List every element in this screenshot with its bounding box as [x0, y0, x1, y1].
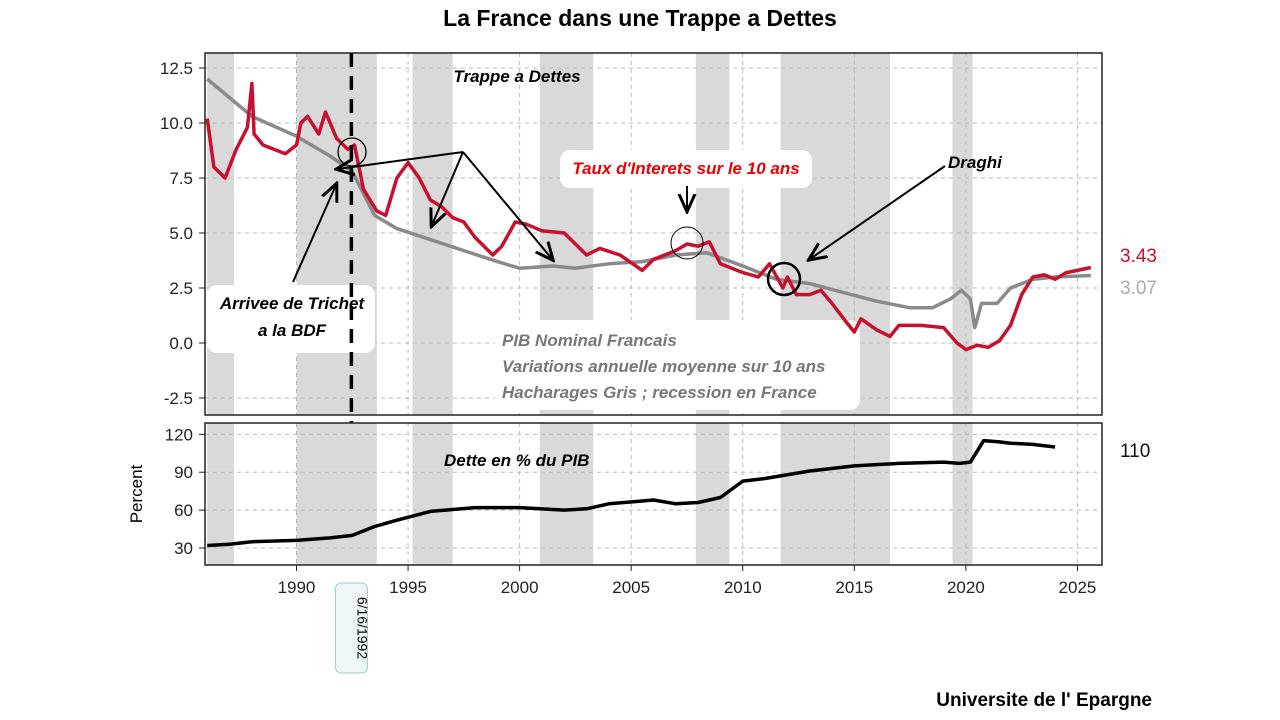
x-tick-label: 2015 [835, 578, 873, 597]
recession-band [207, 53, 235, 415]
recession-band [412, 53, 453, 415]
x-tick-label: 2010 [724, 578, 762, 597]
x-tick-label: 1990 [278, 578, 316, 597]
annotation-trichet: Arrivee de Trichet [219, 294, 366, 313]
annotation-taux: Taux d'Interets sur le 10 ans [572, 159, 799, 178]
y-tick-label: 12.5 [160, 59, 193, 78]
x-tick-label: 2020 [947, 578, 985, 597]
annotation-pib: PIB Nominal Francais [502, 331, 677, 350]
annotation-pib: Hacharages Gris ; recession en France [502, 383, 817, 402]
annotation-pib: Variations annuelle moyenne sur 10 ans [502, 357, 825, 376]
last-value-dette: 110 [1120, 441, 1150, 462]
taux-box [560, 150, 812, 188]
y-tick-label: 120 [165, 425, 193, 444]
y-tick-label: 30 [174, 539, 193, 558]
y-tick-label: 60 [174, 501, 193, 520]
last-value-taux: 3.43 [1120, 246, 1157, 267]
annotation-circle [766, 261, 802, 297]
x-tick-label: 2005 [612, 578, 650, 597]
recession-band [952, 53, 973, 415]
recession-band [207, 423, 235, 565]
y-tick-label: 10.0 [160, 114, 193, 133]
annotation-circle [337, 137, 367, 167]
annotation-arrow [292, 185, 336, 283]
chart-title: La France dans une Trappe a Dettes [443, 5, 837, 31]
recession-band [780, 423, 891, 565]
recession-band [296, 53, 377, 415]
plot-frame [204, 52, 1103, 416]
recession-band [952, 423, 973, 565]
annotation-arrow [462, 151, 552, 259]
last-value-pib: 3.07 [1120, 278, 1157, 299]
y-tick-label: 2.5 [169, 279, 193, 298]
x-tick-label: 2025 [1059, 578, 1097, 597]
y-tick-label: 90 [174, 463, 193, 482]
y-tick-label: 5.0 [169, 224, 193, 243]
x-tick-label: 2000 [501, 578, 539, 597]
annotation-trichet: a la BDF [258, 321, 327, 340]
annotation-arrow [338, 151, 464, 169]
y-tick-label: 7.5 [169, 169, 193, 188]
x-tick-label: 1995 [389, 578, 427, 597]
series-line-taux-10-ans [205, 81, 1092, 352]
recession-band [412, 423, 453, 565]
annotation-arrow [432, 151, 464, 225]
y-axis-label: Percent [127, 464, 146, 523]
annotation-circle [670, 226, 704, 260]
trichet-box [207, 285, 375, 353]
annotation-dette: Dette en % du PIB [444, 451, 589, 470]
annotation-trappe: Trappe a Dettes [453, 67, 580, 86]
recession-band [296, 423, 377, 565]
y-tick-label: 0.0 [169, 334, 193, 353]
series-line-pib-nominal [206, 77, 1091, 330]
annotation-arrow [810, 165, 946, 259]
series-line-dette-pib [207, 438, 1056, 548]
top-panel: 12.5 10.0 7.5 5.0 2.5 0.0 -2.5 6/16/1992 3.43 3.0… [160, 52, 1157, 674]
y-tick-label: -2.5 [164, 389, 193, 408]
recession-band [539, 423, 594, 565]
pib-box [495, 320, 860, 410]
source-label: Universite de l' Epargne [936, 690, 1152, 711]
bottom-panel: 120 90 60 30 1990 1995 2000 2005 2010 2015 2020 202… [127, 422, 1150, 597]
event-date-label: 6/16/1992 [354, 597, 370, 659]
event-date-box [334, 582, 368, 674]
plot-frame [204, 422, 1103, 566]
annotation-draghi: Draghi [948, 153, 1003, 172]
